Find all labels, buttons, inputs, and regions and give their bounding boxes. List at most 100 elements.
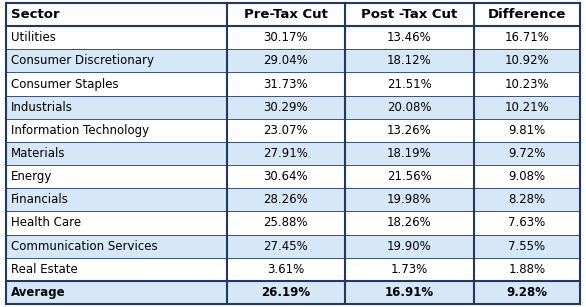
- Text: 16.71%: 16.71%: [505, 31, 550, 44]
- Text: Pre-Tax Cut: Pre-Tax Cut: [244, 8, 328, 21]
- Text: 21.51%: 21.51%: [387, 78, 432, 91]
- Text: 19.90%: 19.90%: [387, 239, 432, 253]
- Bar: [474, 72, 580, 96]
- Bar: [6, 258, 227, 281]
- Bar: [227, 235, 345, 258]
- Bar: [227, 211, 345, 235]
- Text: 13.26%: 13.26%: [387, 124, 432, 137]
- Text: Industrials: Industrials: [11, 101, 73, 114]
- Text: 8.28%: 8.28%: [509, 193, 546, 206]
- Text: 26.19%: 26.19%: [261, 286, 311, 299]
- Bar: [6, 281, 227, 304]
- Bar: [6, 26, 227, 49]
- Text: 27.45%: 27.45%: [264, 239, 308, 253]
- Text: 30.29%: 30.29%: [264, 101, 308, 114]
- Bar: [227, 142, 345, 165]
- Bar: [345, 281, 474, 304]
- Bar: [345, 119, 474, 142]
- Text: Communication Services: Communication Services: [11, 239, 157, 253]
- Bar: [6, 96, 227, 119]
- Text: 20.08%: 20.08%: [387, 101, 431, 114]
- Text: 13.46%: 13.46%: [387, 31, 432, 44]
- Text: 7.55%: 7.55%: [509, 239, 546, 253]
- Text: Difference: Difference: [488, 8, 566, 21]
- Text: Energy: Energy: [11, 170, 52, 183]
- Text: 9.08%: 9.08%: [509, 170, 546, 183]
- Bar: [6, 211, 227, 235]
- Bar: [474, 119, 580, 142]
- Bar: [345, 3, 474, 26]
- Text: 30.17%: 30.17%: [264, 31, 308, 44]
- Bar: [227, 165, 345, 188]
- Text: 25.88%: 25.88%: [264, 216, 308, 229]
- Text: 7.63%: 7.63%: [509, 216, 546, 229]
- Text: 16.91%: 16.91%: [385, 286, 434, 299]
- Bar: [474, 211, 580, 235]
- Text: 28.26%: 28.26%: [264, 193, 308, 206]
- Text: 10.92%: 10.92%: [505, 54, 550, 68]
- Text: Information Technology: Information Technology: [11, 124, 149, 137]
- Bar: [6, 119, 227, 142]
- Text: Materials: Materials: [11, 147, 65, 160]
- Bar: [474, 49, 580, 72]
- Text: Consumer Discretionary: Consumer Discretionary: [11, 54, 154, 68]
- Text: Post -Tax Cut: Post -Tax Cut: [361, 8, 458, 21]
- Bar: [227, 3, 345, 26]
- Bar: [474, 26, 580, 49]
- Text: 18.12%: 18.12%: [387, 54, 432, 68]
- Text: Real Estate: Real Estate: [11, 263, 77, 276]
- Bar: [6, 235, 227, 258]
- Bar: [474, 142, 580, 165]
- Bar: [227, 49, 345, 72]
- Text: Utilities: Utilities: [11, 31, 56, 44]
- Bar: [345, 188, 474, 211]
- Bar: [474, 258, 580, 281]
- Bar: [474, 188, 580, 211]
- Text: 29.04%: 29.04%: [264, 54, 308, 68]
- Bar: [345, 96, 474, 119]
- Bar: [227, 96, 345, 119]
- Bar: [345, 49, 474, 72]
- Bar: [6, 49, 227, 72]
- Text: 18.19%: 18.19%: [387, 147, 432, 160]
- Bar: [474, 235, 580, 258]
- Text: 19.98%: 19.98%: [387, 193, 432, 206]
- Text: 30.64%: 30.64%: [264, 170, 308, 183]
- Bar: [227, 281, 345, 304]
- Bar: [345, 165, 474, 188]
- Text: 10.21%: 10.21%: [505, 101, 550, 114]
- Text: Health Care: Health Care: [11, 216, 81, 229]
- Text: Average: Average: [11, 286, 65, 299]
- Text: 9.28%: 9.28%: [506, 286, 547, 299]
- Text: Financials: Financials: [11, 193, 69, 206]
- Bar: [474, 165, 580, 188]
- Text: 18.26%: 18.26%: [387, 216, 432, 229]
- Bar: [227, 119, 345, 142]
- Bar: [227, 72, 345, 96]
- Bar: [474, 96, 580, 119]
- Bar: [345, 142, 474, 165]
- Bar: [345, 72, 474, 96]
- Bar: [345, 235, 474, 258]
- Bar: [227, 258, 345, 281]
- Text: 10.23%: 10.23%: [505, 78, 549, 91]
- Bar: [227, 188, 345, 211]
- Bar: [345, 211, 474, 235]
- Text: 27.91%: 27.91%: [263, 147, 308, 160]
- Bar: [345, 26, 474, 49]
- Text: 1.73%: 1.73%: [391, 263, 428, 276]
- Bar: [6, 72, 227, 96]
- Bar: [474, 3, 580, 26]
- Bar: [474, 281, 580, 304]
- Text: 3.61%: 3.61%: [267, 263, 305, 276]
- Text: 21.56%: 21.56%: [387, 170, 432, 183]
- Text: 23.07%: 23.07%: [264, 124, 308, 137]
- Text: 9.81%: 9.81%: [509, 124, 546, 137]
- Bar: [6, 3, 227, 26]
- Text: 9.72%: 9.72%: [508, 147, 546, 160]
- Text: Sector: Sector: [11, 8, 59, 21]
- Bar: [6, 142, 227, 165]
- Bar: [6, 188, 227, 211]
- Text: Consumer Staples: Consumer Staples: [11, 78, 118, 91]
- Bar: [345, 258, 474, 281]
